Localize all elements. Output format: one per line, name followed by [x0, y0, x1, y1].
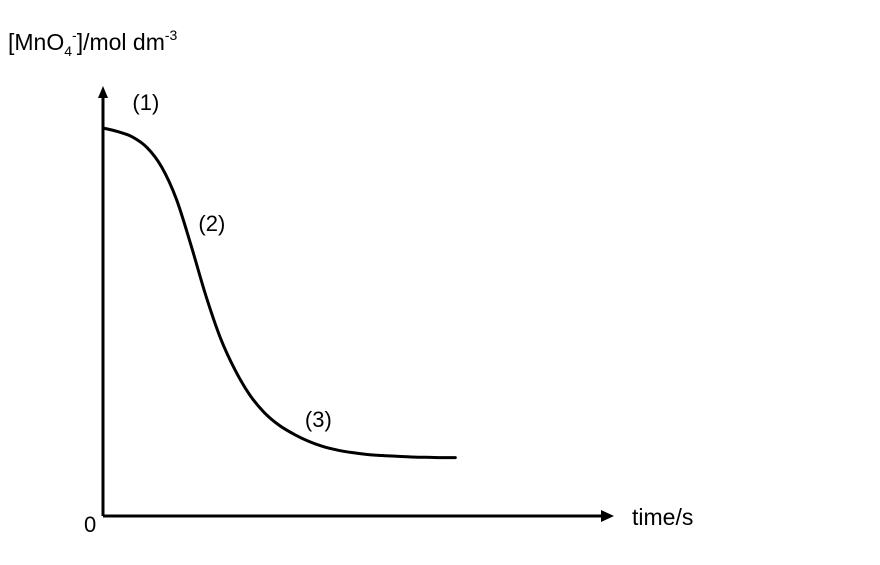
x-axis-arrowhead	[601, 510, 614, 522]
series-line	[101, 126, 457, 460]
annotation-label-1: (1)	[132, 90, 159, 115]
y-axis-arrowhead	[98, 86, 108, 98]
annotation-label-2: (2)	[198, 211, 225, 236]
svg-text:[MnO4-]/mol dm-3: [MnO4-]/mol dm-3	[8, 27, 178, 59]
x-axis-title: time/s	[632, 504, 693, 530]
y-axis-title: [MnO4-]/mol dm-3	[8, 27, 178, 59]
annotation-layer: (1) (2) (3)	[132, 90, 331, 432]
origin-label: 0	[84, 512, 96, 537]
annotation-label-3: (3)	[305, 407, 332, 432]
